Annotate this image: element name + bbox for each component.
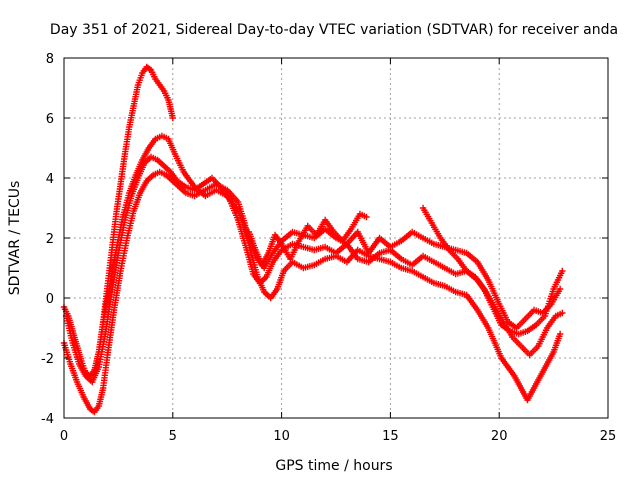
y-tick-label: -2	[41, 352, 54, 367]
chart-title: Day 351 of 2021, Sidereal Day-to-day VTE…	[50, 22, 618, 38]
x-tick-label: 0	[60, 429, 68, 444]
y-axis-label: SDTVAR / TECUs	[7, 181, 23, 296]
data-point-track-1	[169, 114, 176, 122]
data-point-track-4	[556, 285, 564, 293]
x-tick-label: 25	[600, 429, 617, 444]
data-point-track-6	[363, 213, 370, 221]
grid	[64, 58, 608, 418]
y-tick-label: 6	[46, 112, 54, 127]
y-tick-label: -4	[41, 412, 54, 427]
data-point-track-3	[559, 309, 566, 317]
y-tick-label: 4	[46, 172, 54, 187]
y-tick-label: 8	[46, 52, 54, 67]
axis-ticks: 0 5 10 15 20 25 -4 -2 0 2 4 6 8	[41, 52, 616, 444]
data-point-track-5	[559, 267, 566, 275]
data-marks	[60, 63, 566, 416]
x-axis-label: GPS time / hours	[275, 458, 392, 474]
x-tick-label: 10	[273, 429, 290, 444]
y-tick-label: 2	[46, 232, 54, 247]
y-tick-label: 0	[46, 292, 54, 307]
x-tick-label: 20	[491, 429, 508, 444]
x-tick-label: 15	[382, 429, 399, 444]
data-point-track-2	[556, 330, 564, 338]
plot-frame	[63, 57, 609, 419]
x-tick-label: 5	[169, 429, 177, 444]
